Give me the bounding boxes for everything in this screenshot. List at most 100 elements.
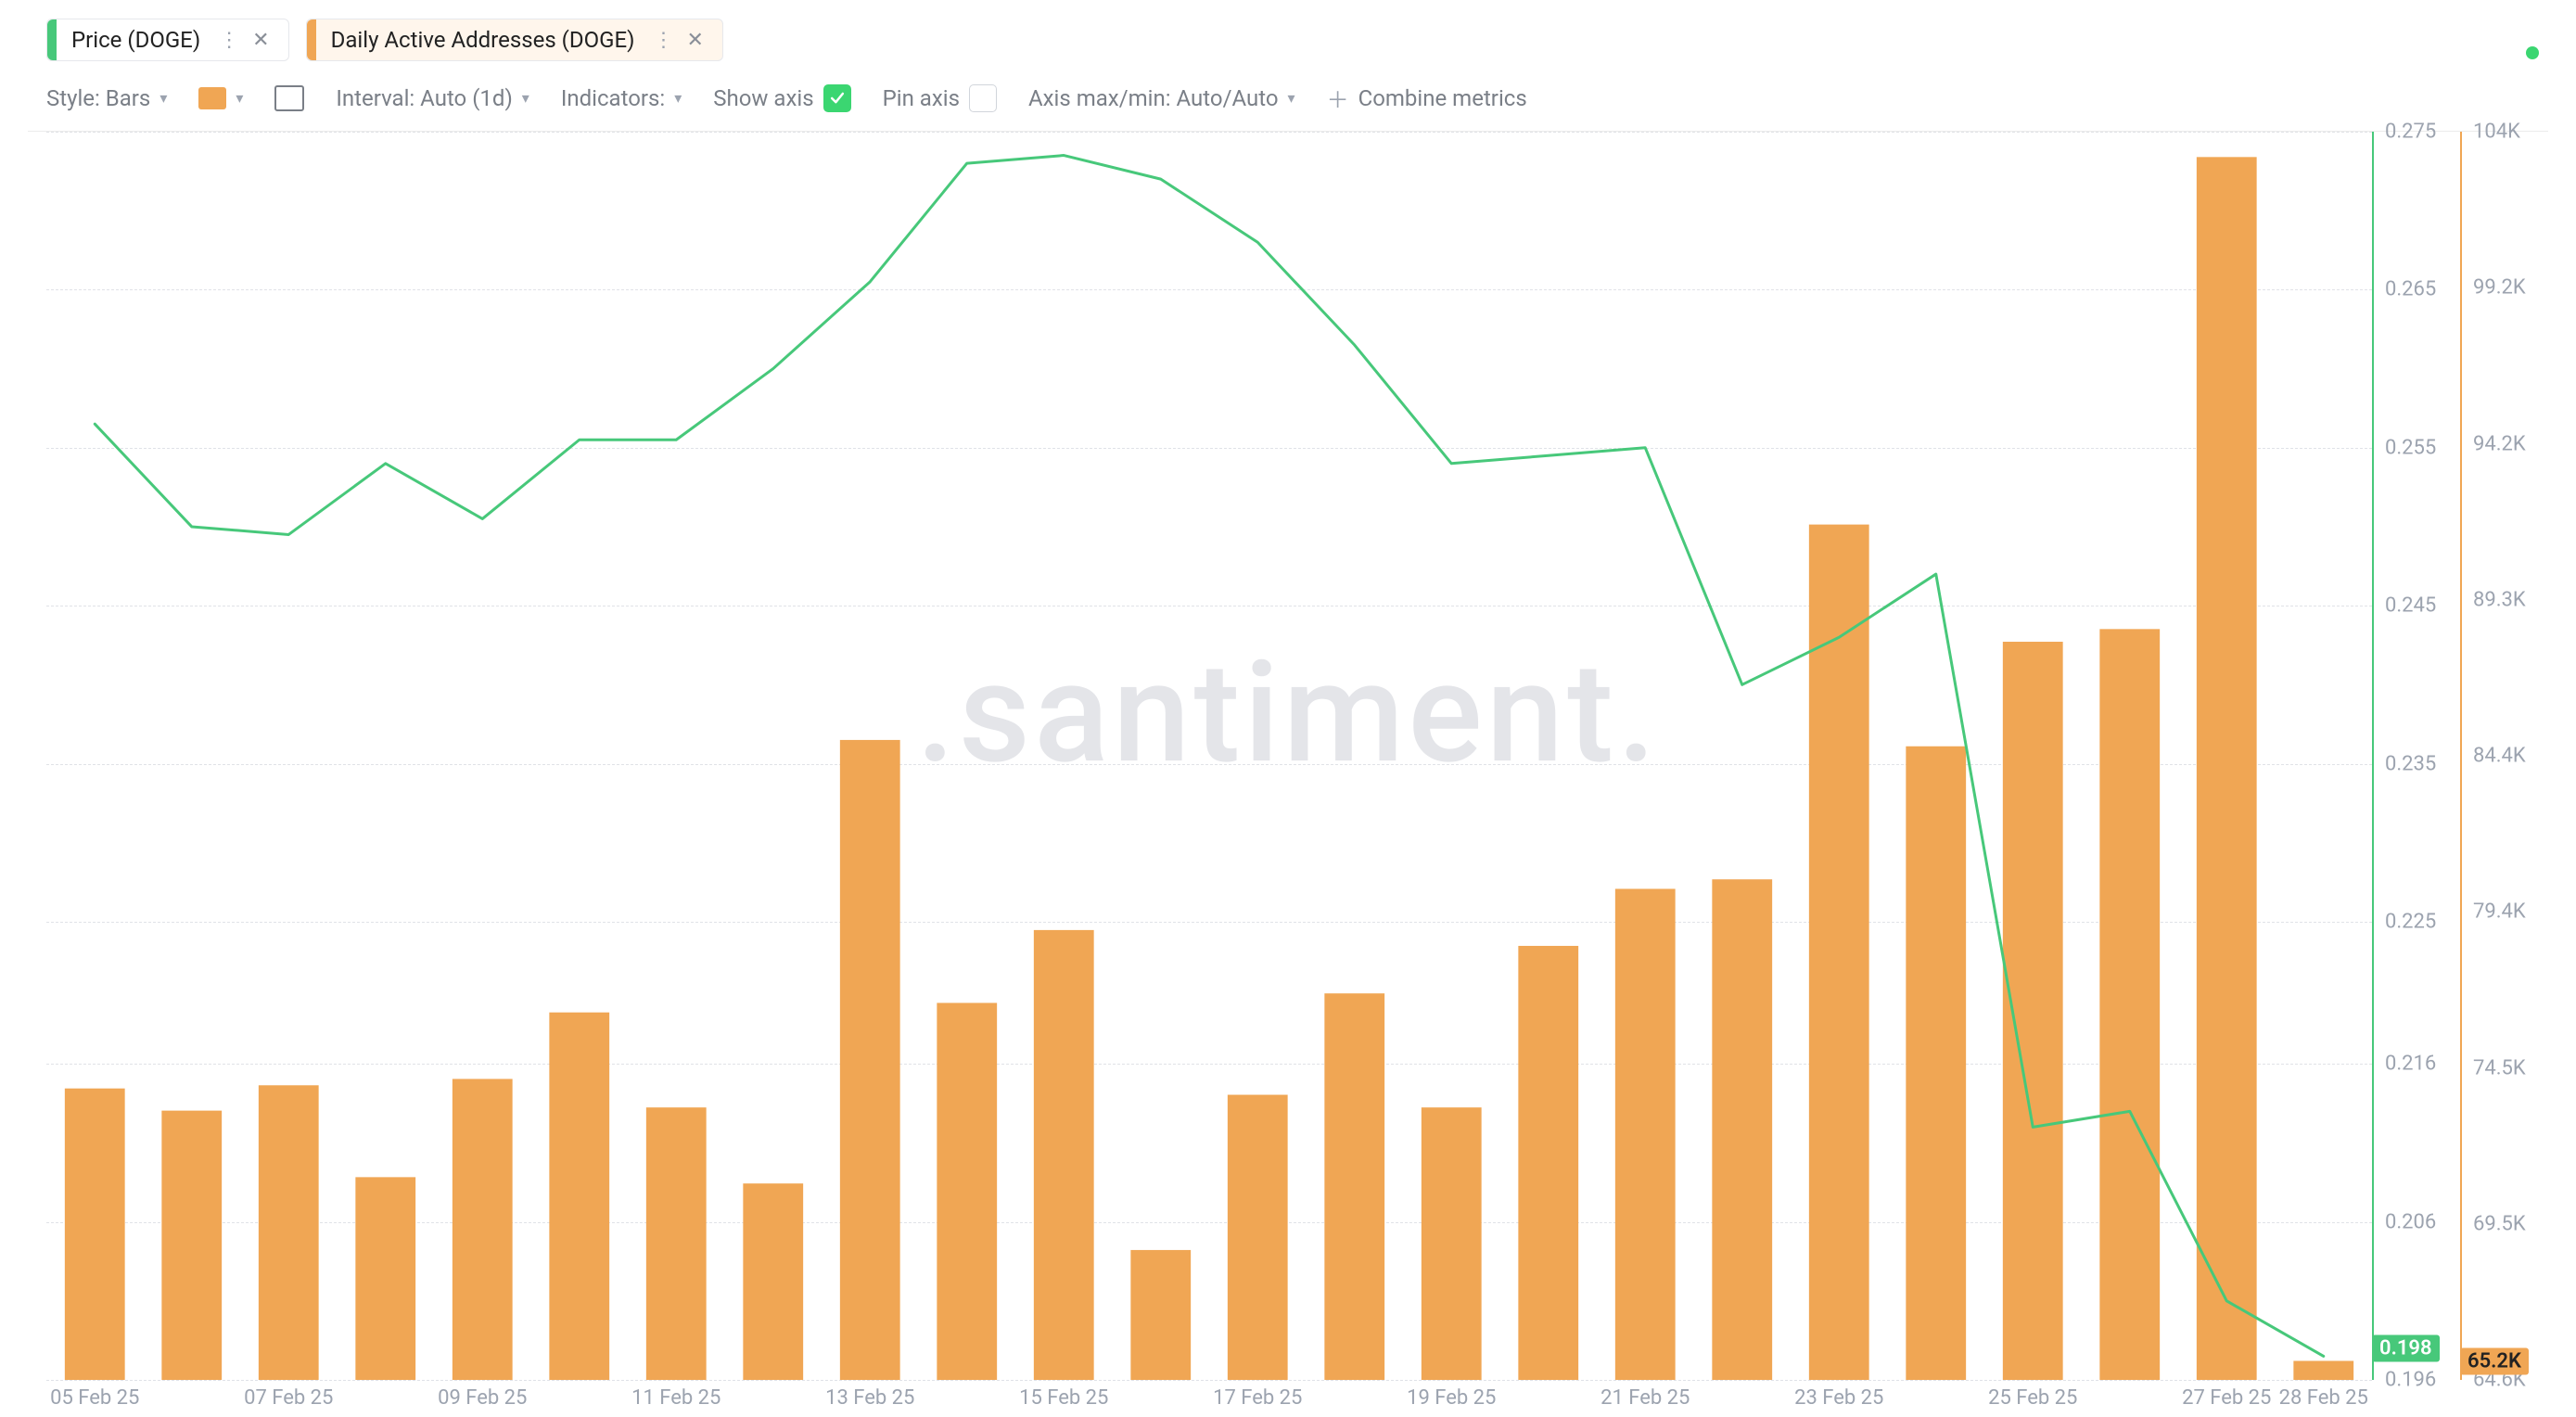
- x-tick: 07 Feb 25: [244, 1386, 333, 1410]
- bar: [2099, 629, 2160, 1380]
- checkbox-unchecked-icon: [969, 84, 997, 112]
- interval-label: Interval: Auto (1d): [336, 85, 512, 111]
- show-axis-toggle[interactable]: Show axis: [713, 84, 850, 112]
- series-pill[interactable]: Price (DOGE)⋮✕: [46, 19, 289, 61]
- chart-area[interactable]: .santiment. 0.2750.2650.2550.2450.2350.2…: [28, 131, 2548, 1417]
- x-tick: 09 Feb 25: [438, 1386, 527, 1410]
- combine-label: Combine metrics: [1358, 85, 1527, 111]
- bar: [1422, 1107, 1482, 1380]
- bar: [355, 1177, 415, 1380]
- y-tick-price: 0.216: [2385, 1053, 2436, 1076]
- bar: [1034, 930, 1094, 1380]
- more-dots-icon[interactable]: ⋮: [210, 29, 247, 52]
- bar: [259, 1085, 319, 1380]
- close-icon[interactable]: ✕: [681, 29, 708, 52]
- bar: [453, 1079, 513, 1380]
- y-tick-daa: 69.5K: [2473, 1212, 2526, 1235]
- show-axis-label: Show axis: [713, 85, 813, 111]
- series-color-strip: [47, 19, 57, 60]
- style-selector[interactable]: Style: Bars ▾: [46, 85, 167, 111]
- series-pill-label: Price (DOGE): [71, 27, 210, 53]
- axis-minmax-selector[interactable]: Axis max/min: Auto/Auto ▾: [1028, 85, 1295, 111]
- daa-current-badge: 65.2K: [2460, 1347, 2529, 1374]
- bar: [1809, 525, 1869, 1380]
- y-tick-daa: 89.3K: [2473, 588, 2526, 611]
- bar: [2197, 157, 2257, 1380]
- bar: [1906, 747, 1966, 1380]
- y-tick-price: 0.255: [2385, 436, 2436, 459]
- x-tick: 23 Feb 25: [1794, 1386, 1883, 1410]
- combine-metrics-button[interactable]: ＋ Combine metrics: [1327, 82, 1527, 114]
- bar: [65, 1089, 125, 1380]
- chart-type-icon[interactable]: [274, 85, 304, 111]
- close-icon[interactable]: ✕: [247, 29, 274, 52]
- y-tick-price: 0.275: [2385, 121, 2436, 144]
- series-pill-label: Daily Active Addresses (DOGE): [331, 27, 644, 53]
- bar: [646, 1107, 707, 1380]
- chart-panel: Price (DOGE)⋮✕Daily Active Addresses (DO…: [0, 0, 2576, 1417]
- bar: [937, 1002, 997, 1380]
- bar: [1228, 1095, 1288, 1380]
- color-swatch-icon: [198, 87, 226, 109]
- chevron-down-icon: ▾: [1288, 89, 1295, 107]
- y-tick-price: 0.245: [2385, 594, 2436, 618]
- chevron-down-icon: ▾: [522, 89, 529, 107]
- x-tick: 25 Feb 25: [1988, 1386, 2077, 1410]
- bar: [1712, 879, 1772, 1380]
- x-tick: 05 Feb 25: [50, 1386, 139, 1410]
- bar: [161, 1111, 222, 1380]
- checkbox-checked-icon: [823, 84, 851, 112]
- interval-selector[interactable]: Interval: Auto (1d) ▾: [336, 85, 529, 111]
- y-tick-daa: 79.4K: [2473, 900, 2526, 924]
- pin-axis-label: Pin axis: [883, 85, 960, 111]
- y-tick-price: 0.235: [2385, 752, 2436, 775]
- chevron-down-icon: ▾: [674, 89, 682, 107]
- y-axis-price: 0.2750.2650.2550.2450.2350.2250.2160.206…: [2372, 132, 2455, 1380]
- y-axis-daa: 104K99.2K94.2K89.3K84.4K79.4K74.5K69.5K6…: [2460, 132, 2544, 1380]
- series-color-strip: [307, 19, 316, 60]
- y-tick-daa: 84.4K: [2473, 745, 2526, 768]
- y-tick-daa: 99.2K: [2473, 276, 2526, 300]
- bar: [1130, 1250, 1191, 1380]
- bar: [1324, 993, 1384, 1380]
- x-tick: 13 Feb 25: [825, 1386, 914, 1410]
- x-tick: 28 Feb 25: [2279, 1386, 2368, 1410]
- style-label: Style: Bars: [46, 85, 150, 111]
- chart-toolbar: Style: Bars ▾ ▾ Interval: Auto (1d) ▾ In…: [28, 82, 2548, 131]
- price-line: [95, 156, 2324, 1357]
- y-tick-daa: 94.2K: [2473, 432, 2526, 455]
- bar: [549, 1013, 609, 1380]
- x-tick: 21 Feb 25: [1600, 1386, 1690, 1410]
- x-tick: 19 Feb 25: [1407, 1386, 1496, 1410]
- bar: [840, 740, 900, 1380]
- x-tick: 11 Feb 25: [631, 1386, 721, 1410]
- bar: [1615, 888, 1676, 1380]
- series-pills-row: Price (DOGE)⋮✕Daily Active Addresses (DO…: [28, 9, 2548, 82]
- price-current-badge: 0.198: [2372, 1334, 2440, 1361]
- y-tick-price: 0.206: [2385, 1210, 2436, 1233]
- series-pill[interactable]: Daily Active Addresses (DOGE)⋮✕: [306, 19, 723, 61]
- series-color-selector[interactable]: ▾: [198, 87, 243, 109]
- x-tick: 17 Feb 25: [1213, 1386, 1302, 1410]
- x-tick: 27 Feb 25: [2182, 1386, 2271, 1410]
- chevron-down-icon: ▾: [236, 89, 243, 107]
- bar: [2293, 1361, 2353, 1380]
- indicators-label: Indicators:: [561, 85, 665, 111]
- plot-svg: [28, 132, 2548, 1417]
- y-tick-daa: 104K: [2473, 121, 2520, 144]
- y-tick-price: 0.196: [2385, 1369, 2436, 1392]
- indicators-selector[interactable]: Indicators: ▾: [561, 85, 682, 111]
- y-tick-price: 0.225: [2385, 910, 2436, 933]
- x-tick: 15 Feb 25: [1019, 1386, 1108, 1410]
- status-dot-icon: [2526, 46, 2539, 59]
- bar: [743, 1183, 803, 1380]
- more-dots-icon[interactable]: ⋮: [644, 29, 681, 52]
- y-tick-daa: 74.5K: [2473, 1056, 2526, 1079]
- pin-axis-toggle[interactable]: Pin axis: [883, 84, 997, 112]
- bar: [1518, 946, 1578, 1380]
- plus-icon: ＋: [1327, 82, 1349, 114]
- y-tick-price: 0.265: [2385, 278, 2436, 301]
- axis-minmax-label: Axis max/min: Auto/Auto: [1028, 85, 1279, 111]
- x-axis: 05 Feb 25 07 Feb 25 09 Feb 25 11 Feb 25 13 F…: [28, 1380, 2372, 1417]
- chevron-down-icon: ▾: [159, 89, 167, 107]
